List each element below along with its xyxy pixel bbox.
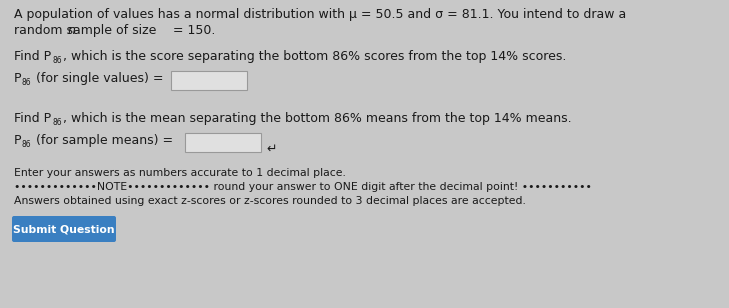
- Text: (for single values) =: (for single values) =: [32, 72, 163, 85]
- Text: 86: 86: [53, 118, 63, 127]
- Text: , which is the score separating the bottom 86% scores from the top 14% scores.: , which is the score separating the bott…: [63, 50, 566, 63]
- FancyBboxPatch shape: [171, 71, 248, 90]
- Text: 86: 86: [53, 56, 63, 65]
- Text: (for sample means) =: (for sample means) =: [32, 134, 173, 147]
- Text: n: n: [68, 24, 76, 37]
- Text: Find P: Find P: [14, 50, 51, 63]
- Text: Answers obtained using exact z-scores or z-scores rounded to 3 decimal places ar: Answers obtained using exact z-scores or…: [14, 196, 526, 206]
- Text: Enter your answers as numbers accurate to 1 decimal place.: Enter your answers as numbers accurate t…: [14, 168, 346, 178]
- Text: , which is the mean separating the bottom 86% means from the top 14% means.: , which is the mean separating the botto…: [63, 112, 572, 125]
- Text: ↵: ↵: [266, 143, 276, 156]
- Text: •••••••••••••NOTE••••••••••••• round your answer to ONE digit after the decimal : •••••••••••••NOTE••••••••••••• round you…: [14, 182, 592, 192]
- Text: Submit Question: Submit Question: [13, 224, 114, 234]
- Text: Find P: Find P: [14, 112, 51, 125]
- Text: random sample of size      = 150.: random sample of size = 150.: [14, 24, 215, 37]
- Text: A population of values has a normal distribution with μ = 50.5 and σ = 81.1. You: A population of values has a normal dist…: [14, 8, 626, 21]
- FancyBboxPatch shape: [185, 132, 262, 152]
- Text: P: P: [14, 134, 21, 147]
- Text: P: P: [14, 72, 21, 85]
- Text: 86: 86: [22, 140, 31, 149]
- Text: 86: 86: [22, 78, 31, 87]
- FancyBboxPatch shape: [12, 216, 116, 242]
